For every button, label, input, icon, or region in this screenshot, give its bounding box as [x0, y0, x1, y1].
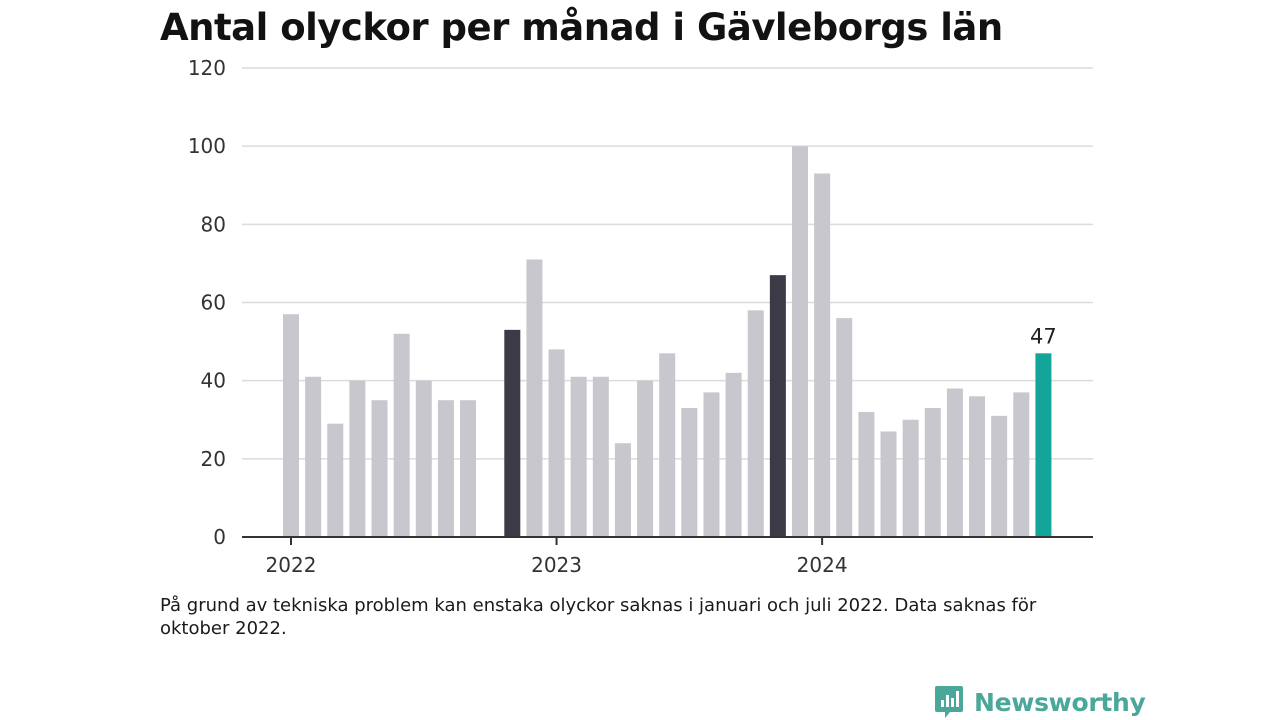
bar-2024-01 [814, 173, 831, 537]
bar-2022-02 [305, 376, 322, 537]
bar-2024-06 [924, 408, 941, 537]
bar-2023-08 [703, 392, 720, 537]
data-labels: 47 [1030, 324, 1057, 348]
x-axis-ticks: 2022 2023 2024 [266, 537, 848, 577]
bar-2023-06 [659, 353, 676, 537]
bar-2023-10 [747, 310, 764, 537]
bar-2024-11 [1035, 353, 1052, 537]
data-label: 47 [1030, 324, 1057, 348]
footnote: På grund av tekniska problem kan enstaka… [160, 595, 1037, 639]
y-tick-label: 80 [201, 212, 226, 236]
bar-2022-01 [283, 314, 299, 537]
x-tick-label: 2024 [797, 553, 848, 577]
brand-logo: Newsworthy [934, 684, 1146, 720]
bar-2022-09 [460, 400, 477, 537]
y-tick-label: 60 [201, 291, 226, 315]
bar-2023-02 [570, 376, 587, 537]
newsworthy-logo-icon [935, 686, 963, 718]
bar-chart: 0 20 40 60 80 100 120 47 2022 2023 2024 [188, 56, 1093, 577]
bar-2024-02 [836, 318, 853, 537]
bar-2024-07 [946, 388, 963, 537]
y-tick-label: 20 [201, 447, 226, 471]
bar-2023-01 [548, 349, 565, 537]
bar-2022-04 [349, 380, 366, 537]
bar-2023-04 [614, 443, 631, 537]
chart-title: Antal olyckor per månad i Gävleborgs län [160, 6, 1003, 49]
bar-2023-07 [681, 408, 698, 537]
y-tick-label: 100 [188, 134, 226, 158]
bar-2022-03 [327, 423, 344, 537]
bar-2024-10 [1013, 392, 1030, 537]
bar-2022-08 [437, 400, 454, 537]
bars [283, 146, 1052, 537]
bar-2024-03 [858, 411, 875, 537]
bar-2022-12 [526, 259, 543, 537]
bar-2024-09 [991, 415, 1008, 537]
bar-2022-07 [415, 380, 432, 537]
bar-2024-05 [902, 419, 919, 537]
y-axis-ticks: 0 20 40 60 80 100 120 [188, 56, 226, 549]
x-tick-label: 2022 [266, 553, 317, 577]
y-tick-label: 40 [201, 369, 226, 393]
y-tick-label: 0 [213, 525, 226, 549]
bar-2024-08 [969, 396, 986, 537]
bar-2022-06 [393, 333, 410, 537]
bar-2022-11 [504, 329, 521, 537]
x-tick-label: 2023 [531, 553, 582, 577]
bar-2023-05 [637, 380, 654, 537]
bar-2023-09 [725, 372, 742, 537]
bar-2023-03 [592, 376, 609, 537]
brand-name: Newsworthy [974, 687, 1146, 717]
bar-2023-12 [791, 146, 808, 537]
bar-2022-05 [371, 400, 388, 537]
y-tick-label: 120 [188, 56, 226, 80]
bar-2023-11 [769, 275, 786, 537]
bar-2024-04 [880, 431, 897, 537]
